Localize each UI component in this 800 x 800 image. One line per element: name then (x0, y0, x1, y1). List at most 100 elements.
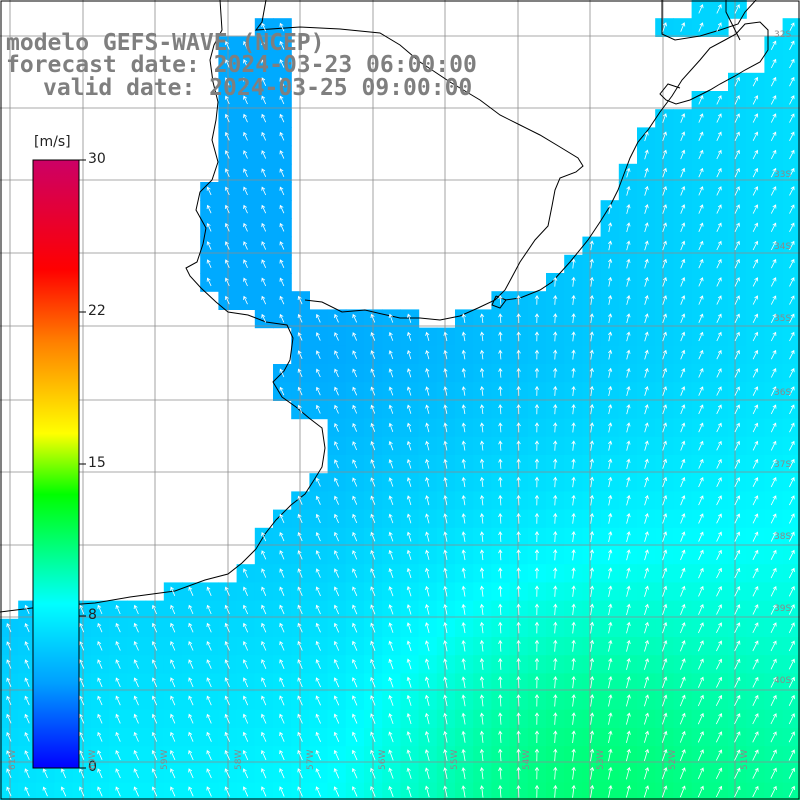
wind-arrow (589, 784, 595, 798)
wind-arrow (516, 676, 521, 689)
wind-arrow (498, 766, 503, 780)
wind-cell (709, 18, 729, 37)
wind-arrow (644, 440, 649, 451)
wind-arrow (626, 276, 631, 287)
wind-arrow (79, 641, 85, 651)
wind-arrow (680, 658, 686, 670)
wind-arrow (698, 640, 704, 652)
wind-arrow (644, 258, 649, 269)
wind-arrow (133, 659, 139, 669)
wind-arrow (334, 513, 339, 524)
wind-arrow (425, 658, 430, 670)
wind-arrow (242, 604, 249, 615)
wind-arrow (589, 766, 595, 780)
wind-cell (18, 782, 37, 800)
wind-arrow (243, 277, 248, 287)
wind-arrow (115, 695, 121, 706)
wind-arrow (243, 241, 248, 250)
wind-arrow (279, 786, 285, 797)
wind-cell (709, 746, 729, 765)
wind-arrow (261, 313, 267, 323)
wind-arrow (662, 222, 667, 233)
wind-arrow (644, 767, 650, 780)
wind-arrow (752, 258, 759, 269)
wind-arrow (734, 713, 741, 725)
wind-arrow (589, 694, 595, 707)
wind-arrow (115, 713, 121, 724)
wind-cell (746, 254, 765, 274)
wind-arrow (243, 186, 248, 196)
wind-cell (728, 728, 747, 747)
wind-arrow (626, 549, 631, 561)
wind-arrow (479, 676, 485, 689)
wind-arrow (626, 658, 631, 670)
wind-arrow (644, 513, 649, 524)
wind-arrow (752, 368, 759, 378)
wind-cell (728, 236, 747, 256)
wind-arrow (243, 295, 248, 305)
wind-cell (764, 546, 784, 565)
wind-arrow (734, 694, 741, 706)
wind-cell (709, 491, 729, 511)
wind-cell (709, 564, 729, 583)
wind-cell (764, 364, 784, 383)
wind-arrow (206, 713, 212, 724)
wind-arrow (770, 222, 777, 232)
wind-cell (709, 546, 729, 565)
wind-cell (709, 163, 729, 183)
wind-arrow (589, 639, 595, 652)
wind-cell (764, 473, 784, 492)
wind-arrow (6, 641, 12, 651)
wind-arrow (626, 712, 631, 725)
wind-arrow (589, 258, 594, 269)
wind-arrow (661, 767, 668, 780)
wind-arrow (734, 785, 741, 798)
wind-arrow (752, 458, 759, 469)
wind-cell (764, 418, 784, 438)
wind-arrow (608, 531, 613, 542)
wind-arrow (224, 295, 230, 305)
wind-arrow (461, 513, 466, 524)
wind-cell (764, 72, 784, 92)
wind-arrow (170, 786, 176, 797)
colorbar-label-0: 0 (88, 759, 97, 775)
wind-cell (728, 145, 747, 165)
wind-cell (746, 145, 765, 165)
wind-arrow (206, 186, 212, 196)
wind-arrow (589, 476, 594, 488)
wind-arrow (697, 694, 704, 707)
wind-arrow (626, 222, 631, 233)
wind-arrow (698, 549, 704, 561)
wind-arrow (243, 131, 248, 141)
wind-arrow (334, 495, 339, 505)
wind-arrow (679, 730, 686, 743)
wind-arrow (370, 422, 376, 432)
wind-arrow (698, 204, 704, 214)
wind-cell (728, 109, 747, 128)
wind-arrow (752, 731, 759, 743)
wind-cell (764, 182, 784, 201)
wind-cell (127, 782, 147, 800)
wind-arrow (6, 713, 12, 724)
wind-cell (236, 782, 256, 800)
wind-arrow (770, 477, 777, 488)
wind-arrow (297, 731, 303, 742)
wind-arrow (243, 77, 248, 86)
coastline (0, 0, 769, 613)
wind-arrow (279, 259, 285, 268)
wind-arrow (242, 768, 249, 779)
wind-arrow (498, 567, 503, 579)
wind-arrow (279, 222, 285, 232)
wind-arrow (608, 748, 613, 762)
wind-arrow (662, 712, 668, 725)
wind-cell (764, 218, 784, 238)
wind-arrow (716, 513, 722, 524)
wind-arrow (406, 713, 412, 725)
wind-arrow (571, 404, 576, 415)
wind-arrow (333, 640, 340, 651)
wind-arrow (752, 404, 759, 415)
wind-arrow (698, 495, 704, 506)
wind-arrow (24, 768, 30, 779)
wind-arrow (789, 204, 795, 214)
wind-arrow (406, 422, 412, 433)
